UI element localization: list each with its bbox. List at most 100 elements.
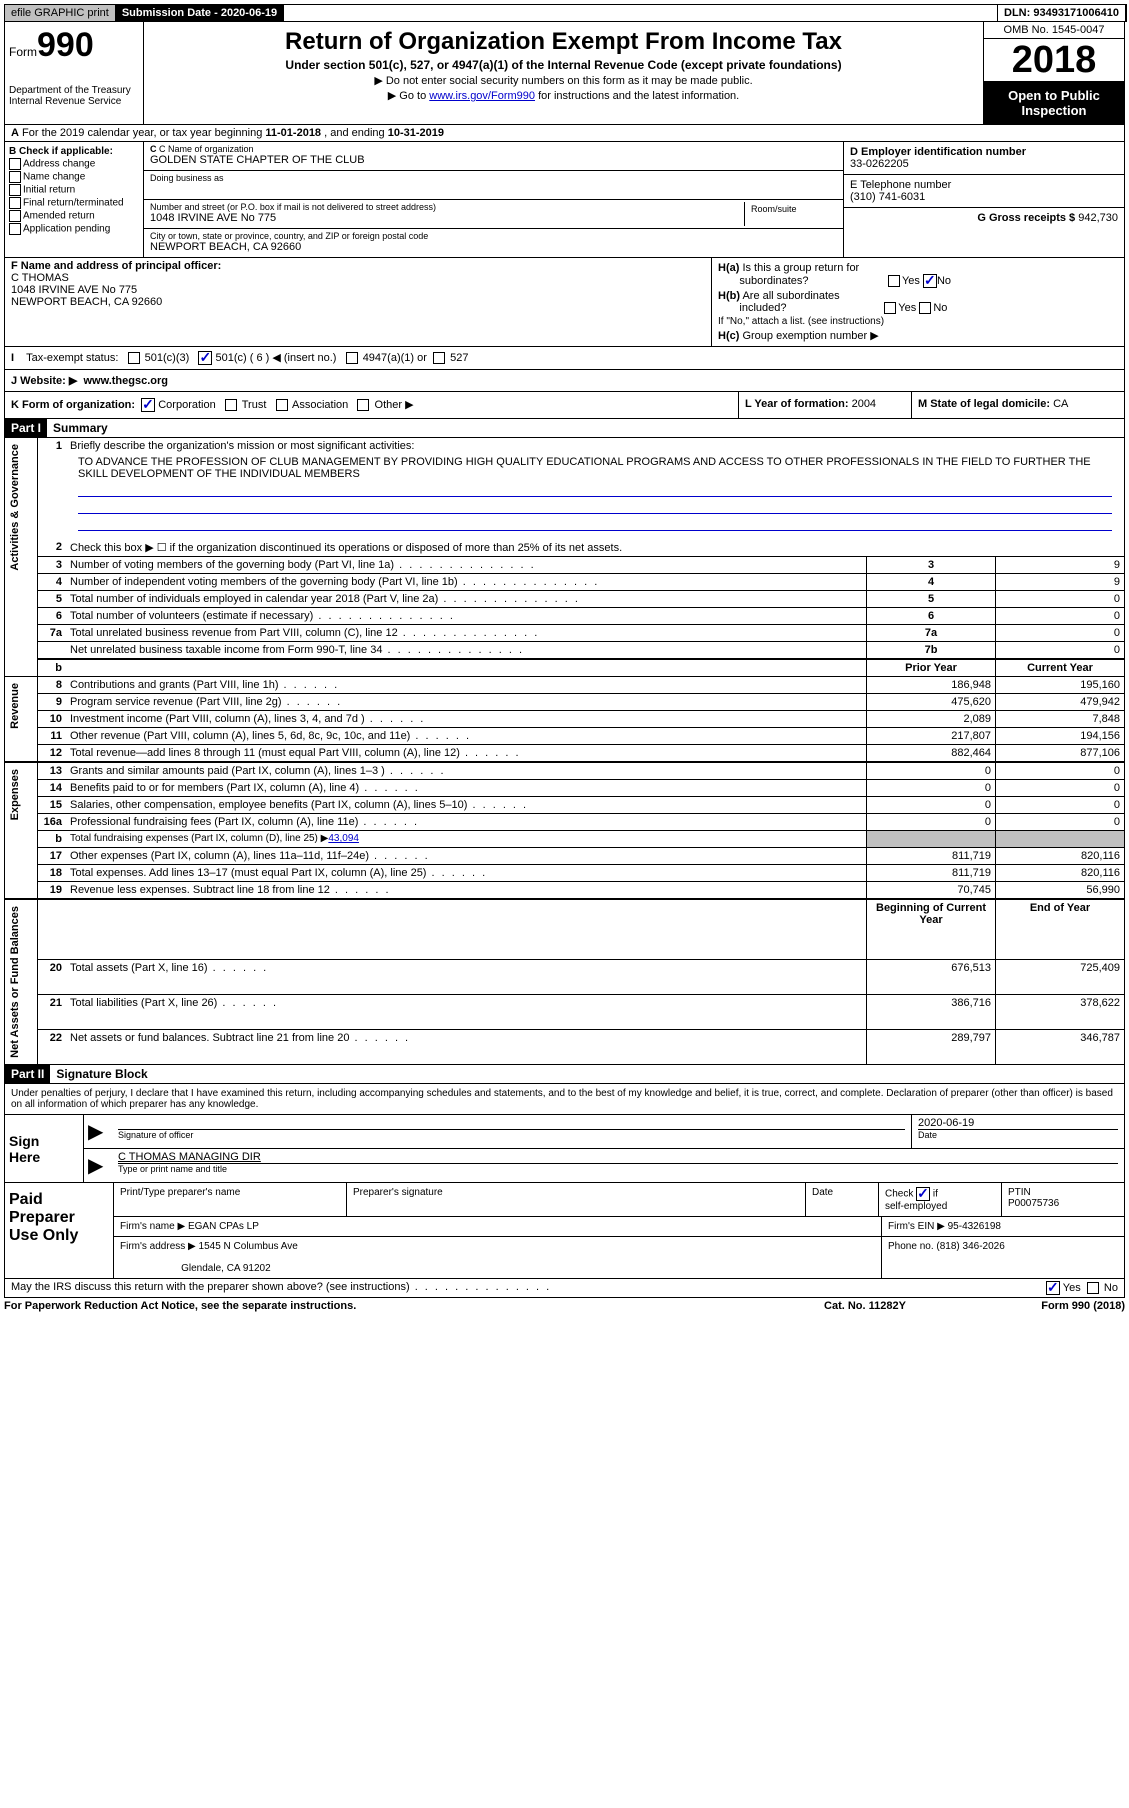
- line-value: 0: [996, 608, 1125, 625]
- line-num: 6: [38, 608, 67, 625]
- chk-amended-return[interactable]: Amended return: [9, 210, 139, 222]
- col-eoy: End of Year: [996, 899, 1125, 960]
- line-value: 9: [996, 574, 1125, 591]
- prior-year-value: 475,620: [867, 694, 996, 711]
- line-num: 14: [38, 780, 67, 797]
- tel-label: E Telephone number: [850, 179, 1118, 191]
- side-net-assets: Net Assets or Fund Balances: [5, 899, 38, 1064]
- chk-501c3[interactable]: [128, 352, 140, 364]
- chk-name-change[interactable]: Name change: [9, 171, 139, 183]
- discuss-yes[interactable]: [1046, 1281, 1060, 1295]
- line-desc: Total liabilities (Part X, line 26): [66, 995, 867, 1030]
- shaded-cell: [867, 831, 996, 848]
- line-num: 5: [38, 591, 67, 608]
- part-i-label: Part I: [5, 419, 47, 437]
- dba-label: Doing business as: [150, 173, 837, 183]
- line-num: [38, 642, 67, 660]
- discuss-no[interactable]: [1087, 1282, 1099, 1294]
- omb-number: OMB No. 1545-0047: [984, 22, 1124, 39]
- arrow-icon: ▶: [84, 1115, 112, 1148]
- line-desc: Grants and similar amounts paid (Part IX…: [66, 762, 867, 780]
- prior-year-value: 882,464: [867, 745, 996, 763]
- chk-4947[interactable]: [346, 352, 358, 364]
- shaded-cell: [996, 831, 1125, 848]
- form-id-block: Form990 Department of the TreasuryIntern…: [5, 22, 144, 124]
- form-ref: Form 990 (2018): [965, 1300, 1125, 1312]
- line-num: 20: [38, 960, 67, 995]
- line-desc: Other revenue (Part VIII, column (A), li…: [66, 728, 867, 745]
- line-box: 7a: [867, 625, 996, 642]
- officer-signature-field[interactable]: Signature of officer: [112, 1115, 912, 1148]
- spacer: [284, 5, 998, 21]
- line-box: 4: [867, 574, 996, 591]
- col-current-year: Current Year: [996, 659, 1125, 677]
- preparer-self-employed: Check ifself-employed: [879, 1183, 1002, 1216]
- line-num: 11: [38, 728, 67, 745]
- entity-info-block: B Check if applicable: Address change Na…: [4, 142, 1125, 258]
- ha-no[interactable]: [923, 274, 937, 288]
- tel-value: (310) 741-6031: [850, 191, 1118, 203]
- city-value: NEWPORT BEACH, CA 92660: [150, 241, 837, 253]
- current-year-value: 0: [996, 797, 1125, 814]
- line-box: 7b: [867, 642, 996, 660]
- form-title: Return of Organization Exempt From Incom…: [148, 28, 979, 56]
- chk-501c[interactable]: [198, 351, 212, 365]
- efile-print[interactable]: efile GRAPHIC print: [5, 5, 116, 21]
- side-expenses: Expenses: [5, 762, 38, 899]
- note-1: ▶ Do not enter social security numbers o…: [148, 74, 979, 87]
- paperwork-notice: For Paperwork Reduction Act Notice, see …: [4, 1300, 765, 1312]
- chk-association[interactable]: [276, 399, 288, 411]
- current-year-value: 820,116: [996, 865, 1125, 882]
- chk-application-pending[interactable]: Application pending: [9, 223, 139, 235]
- boy-value: 289,797: [867, 1030, 996, 1065]
- part-ii-title: Signature Block: [50, 1065, 153, 1083]
- chk-initial-return[interactable]: Initial return: [9, 184, 139, 196]
- chk-corporation[interactable]: [141, 398, 155, 412]
- eoy-value: 725,409: [996, 960, 1125, 995]
- preparer-sig-label: Preparer's signature: [347, 1183, 806, 1216]
- chk-final-return[interactable]: Final return/terminated: [9, 197, 139, 209]
- firm-phone: Phone no. (818) 346-2026: [882, 1237, 1124, 1278]
- line-num: 7a: [38, 625, 67, 642]
- prior-year-value: 2,089: [867, 711, 996, 728]
- chk-address-change[interactable]: Address change: [9, 158, 139, 170]
- boy-value: 676,513: [867, 960, 996, 995]
- line-box: 5: [867, 591, 996, 608]
- part-i-header: Part I Summary: [4, 419, 1125, 438]
- prior-year-value: 70,745: [867, 882, 996, 900]
- side-revenue: Revenue: [5, 677, 38, 763]
- hb-yes[interactable]: [884, 302, 896, 314]
- line-desc: Total number of volunteers (estimate if …: [66, 608, 867, 625]
- officer-addr2: NEWPORT BEACH, CA 92660: [11, 296, 162, 308]
- form-label: Form: [9, 45, 37, 59]
- boy-value: 386,716: [867, 995, 996, 1030]
- chk-other[interactable]: [357, 399, 369, 411]
- form-subtitle: Under section 501(c), 527, or 4947(a)(1)…: [148, 58, 979, 72]
- col-d-e-g: D Employer identification number 33-0262…: [844, 142, 1124, 257]
- prior-year-value: 186,948: [867, 677, 996, 694]
- discuss-answer: Yes No: [1046, 1281, 1118, 1295]
- line-num: 21: [38, 995, 67, 1030]
- row-a-tax-year: A For the 2019 calendar year, or tax yea…: [4, 125, 1125, 142]
- side-activities: Activities & Governance: [5, 438, 38, 677]
- prior-year-value: 0: [867, 780, 996, 797]
- line-desc: Other expenses (Part IX, column (A), lin…: [66, 848, 867, 865]
- prior-year-value: 811,719: [867, 865, 996, 882]
- chk-527[interactable]: [433, 352, 445, 364]
- chk-trust[interactable]: [225, 399, 237, 411]
- efile-label: efile GRAPHIC print: [11, 7, 109, 19]
- principal-officer: F Name and address of principal officer:…: [5, 258, 712, 346]
- line-desc: Net assets or fund balances. Subtract li…: [66, 1030, 867, 1065]
- current-year-value: 195,160: [996, 677, 1125, 694]
- part-i-title: Summary: [47, 419, 114, 437]
- line-desc: Net unrelated business taxable income fr…: [66, 642, 867, 660]
- line-desc: Total expenses. Add lines 13–17 (must eq…: [66, 865, 867, 882]
- ha-yes[interactable]: [888, 275, 900, 287]
- part-ii-header: Part II Signature Block: [4, 1065, 1125, 1084]
- col-b-checkboxes: B Check if applicable: Address change Na…: [5, 142, 144, 257]
- hb-no[interactable]: [919, 302, 931, 314]
- form990-link[interactable]: www.irs.gov/Form990: [429, 90, 535, 102]
- k-form-of-org: K Form of organization: Corporation Trus…: [5, 392, 739, 418]
- line-desc: Number of voting members of the governin…: [66, 557, 867, 574]
- line-desc: Program service revenue (Part VIII, line…: [66, 694, 867, 711]
